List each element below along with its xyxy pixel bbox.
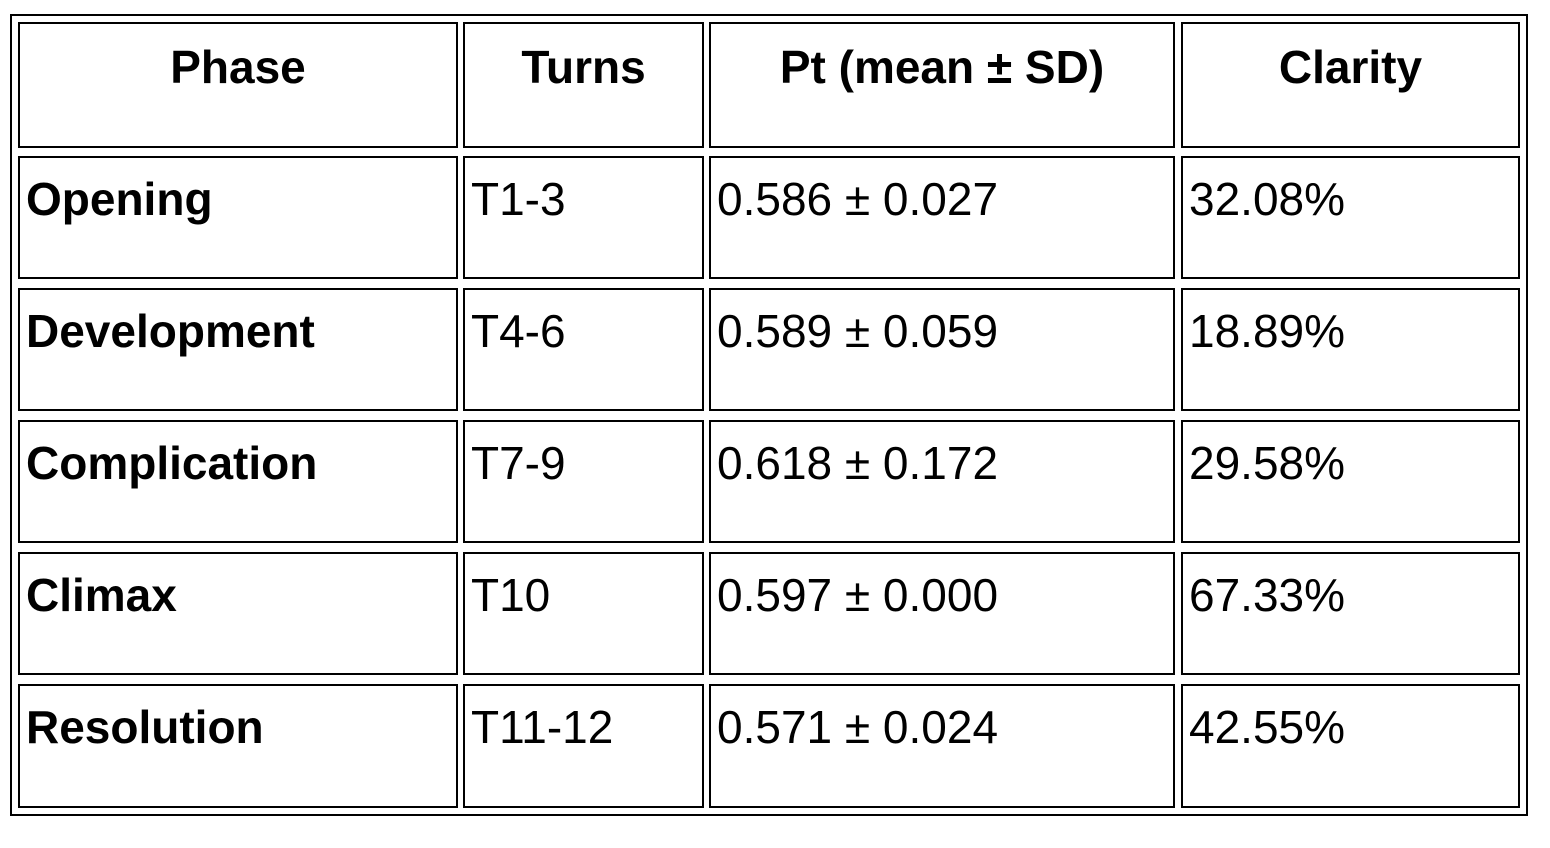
table-cell: 67.33% — [1181, 552, 1520, 675]
table-cell: T7-9 — [463, 420, 704, 543]
table-cell: 0.586 ± 0.027 — [709, 156, 1175, 279]
table-cell: T1-3 — [463, 156, 704, 279]
table-cell: 18.89% — [1181, 288, 1520, 411]
row-header-cell: Climax — [18, 552, 458, 675]
table-cell: T11-12 — [463, 684, 704, 808]
row-header-cell: Development — [18, 288, 458, 411]
header-cell: Turns — [463, 22, 704, 148]
table-cell: 29.58% — [1181, 420, 1520, 543]
table-cell: T4-6 — [463, 288, 704, 411]
table-cell: 0.571 ± 0.024 — [709, 684, 1175, 808]
table-cell: 42.55% — [1181, 684, 1520, 808]
row-header-cell: Complication — [18, 420, 458, 543]
header-cell: Pt (mean ± SD) — [709, 22, 1175, 148]
table-cell: 0.618 ± 0.172 — [709, 420, 1175, 543]
row-header-cell: Opening — [18, 156, 458, 279]
table-cell: 0.597 ± 0.000 — [709, 552, 1175, 675]
header-cell: Phase — [18, 22, 458, 148]
header-cell: Clarity — [1181, 22, 1520, 148]
table-frame — [10, 14, 1528, 816]
table-cell: T10 — [463, 552, 704, 675]
table-cell: 0.589 ± 0.059 — [709, 288, 1175, 411]
row-header-cell: Resolution — [18, 684, 458, 808]
table-cell: 32.08% — [1181, 156, 1520, 279]
